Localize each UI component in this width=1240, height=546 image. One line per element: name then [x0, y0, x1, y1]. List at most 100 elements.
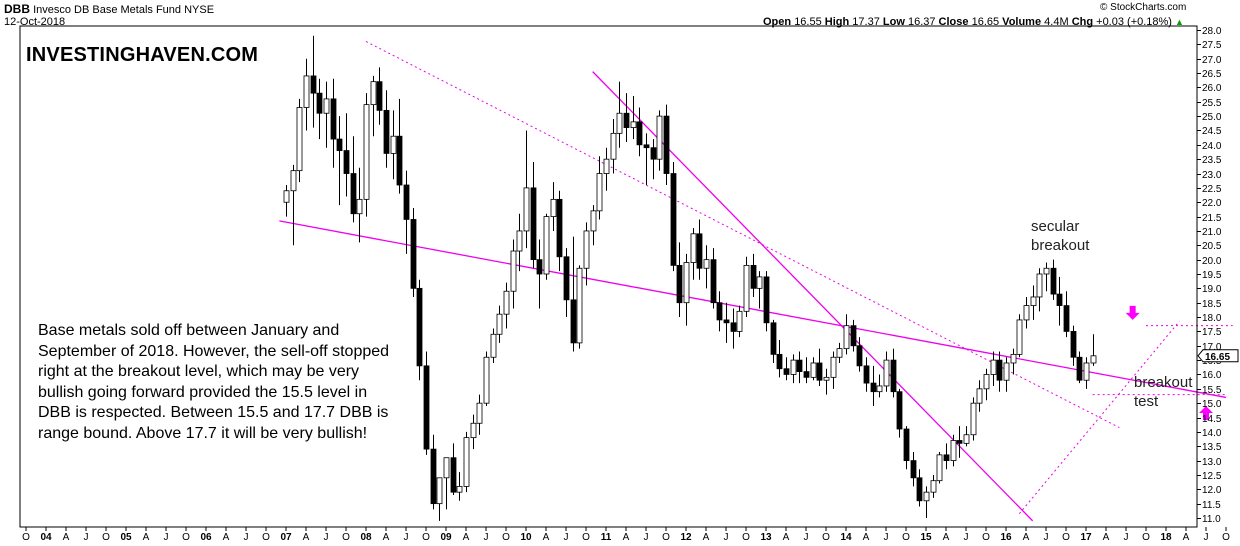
- x-tick-label: O: [502, 532, 510, 543]
- x-tick-label: A: [703, 532, 710, 543]
- candle-body: [743, 264, 750, 312]
- candle-body: [796, 359, 803, 372]
- candle-body: [350, 173, 357, 215]
- candle-body: [370, 81, 377, 106]
- candle-body: [403, 184, 410, 220]
- last-price-label: 16.65: [1205, 352, 1230, 363]
- y-tick-label: 18.0: [1202, 313, 1222, 324]
- candle-body: [936, 454, 943, 482]
- candle-body: [376, 81, 383, 111]
- candle-body: [736, 310, 743, 332]
- x-tick-label: 16: [1000, 532, 1012, 543]
- candle-body: [616, 112, 623, 134]
- y-tick-label: 24.0: [1202, 141, 1222, 152]
- candle-body: [903, 428, 910, 461]
- candle-body: [390, 135, 397, 154]
- candle-body: [430, 448, 437, 505]
- candle-body: [930, 480, 937, 493]
- high-value: 17.37: [852, 16, 880, 28]
- candle-body: [703, 259, 710, 269]
- candle-body: [316, 92, 323, 114]
- arrows: [1125, 305, 1213, 421]
- x-tick-label: A: [623, 532, 630, 543]
- x-tick-label: A: [463, 532, 470, 543]
- x-tick-label: J: [724, 532, 729, 543]
- x-tick-label: A: [943, 532, 950, 543]
- x-tick-label: J: [324, 532, 329, 543]
- watermark: INVESTINGHAVEN.COM: [26, 44, 259, 66]
- y-tick-label: 27.5: [1202, 40, 1222, 51]
- y-tick-label: 16.0: [1202, 370, 1222, 381]
- candle-body: [290, 170, 297, 192]
- candle-body: [596, 173, 603, 212]
- x-tick-label: 08: [360, 532, 372, 543]
- x-tick-label: 06: [200, 532, 212, 543]
- x-tick-label: 11: [601, 532, 612, 543]
- candle-body: [1036, 273, 1043, 298]
- x-tick-label: A: [1103, 532, 1110, 543]
- x-tick-label: A: [383, 532, 390, 543]
- candle-body: [576, 267, 583, 344]
- candle-body: [510, 250, 517, 292]
- x-tick-label: A: [143, 532, 150, 543]
- fund-name: Invesco DB Base Metals Fund: [33, 4, 182, 16]
- candle-body: [663, 115, 670, 174]
- candle-body: [843, 325, 850, 350]
- candle-body: [416, 287, 423, 367]
- candle-body: [716, 302, 723, 321]
- x-tick-label: 14: [840, 532, 852, 543]
- candle-body: [1010, 353, 1017, 364]
- secular-breakout-label: secular breakout: [1031, 218, 1090, 254]
- x-tick-label: J: [1204, 532, 1209, 543]
- channel-line: [279, 220, 1227, 399]
- candle-body: [1023, 305, 1030, 321]
- plot-frame: [19, 25, 1198, 528]
- y-tick-label: 14.5: [1202, 414, 1222, 425]
- arrow-down-icon: [1125, 305, 1140, 320]
- candle-body: [823, 376, 830, 381]
- candle-body: [963, 434, 970, 444]
- y-tick-label: 17.0: [1202, 342, 1222, 353]
- candle-body: [1070, 331, 1077, 358]
- candle-body: [1083, 362, 1090, 381]
- y-tick-label: 26.0: [1202, 83, 1222, 94]
- candle-body: [590, 210, 597, 232]
- y-tick-label: 25.5: [1202, 98, 1222, 109]
- candle-body: [870, 382, 877, 393]
- breakout-test-label: breakout test: [1134, 374, 1193, 410]
- x-tick-label: A: [1183, 532, 1190, 543]
- x-tick-label: O: [22, 532, 30, 543]
- low-value: 16.37: [907, 16, 936, 28]
- candle-body: [810, 362, 817, 378]
- close-value: 16.65: [971, 16, 1000, 28]
- candle-body: [1003, 362, 1010, 381]
- candle-body: [856, 345, 863, 367]
- candle-body: [956, 440, 963, 444]
- candle-body: [883, 359, 890, 387]
- x-tick-label: 15: [920, 532, 932, 543]
- candle-body: [356, 198, 363, 215]
- candle-body: [456, 486, 463, 493]
- x-tick-label: O: [902, 532, 910, 543]
- candle-body: [610, 132, 617, 160]
- y-tick-label: 26.5: [1202, 69, 1222, 80]
- candle-body: [763, 276, 770, 324]
- candle-body: [470, 422, 477, 439]
- candles: [283, 35, 1097, 521]
- candle-body: [1030, 296, 1037, 306]
- candle-body: [630, 121, 637, 129]
- x-tick-label: A: [543, 532, 550, 543]
- candle-body: [670, 173, 677, 266]
- y-tick-label: 13.0: [1202, 457, 1222, 468]
- x-tick-label: O: [342, 532, 350, 543]
- candle-body: [690, 233, 697, 263]
- candle-body: [623, 112, 630, 128]
- x-tick-label: J: [1044, 532, 1049, 543]
- x-tick-label: A: [863, 532, 870, 543]
- candle-body: [730, 322, 737, 332]
- candle-body: [656, 115, 663, 160]
- candle-body: [363, 104, 370, 200]
- candle-body: [723, 319, 730, 324]
- candle-body: [296, 107, 303, 172]
- candle-body: [523, 187, 530, 232]
